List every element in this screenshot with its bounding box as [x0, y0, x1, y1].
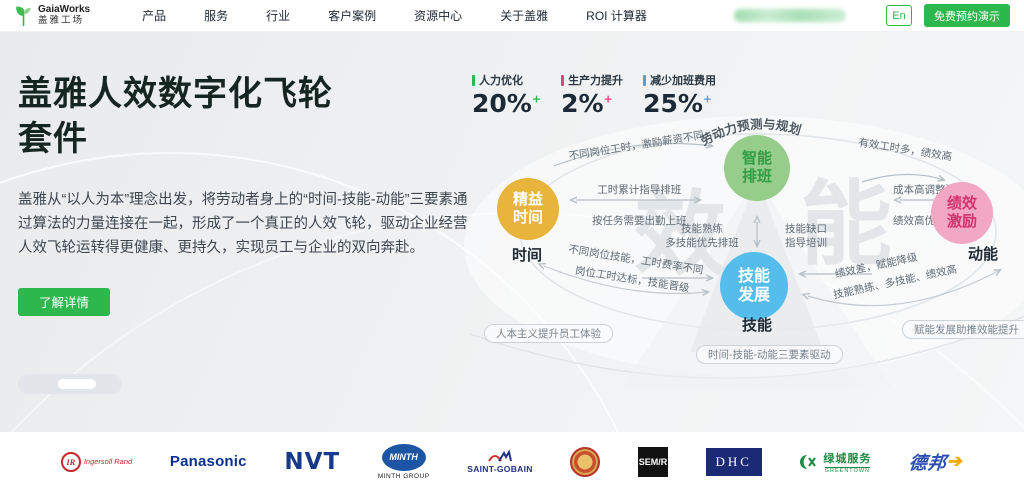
hero-description: 盖雅从“以人为本”理念出发，将劳动者身上的“时间-技能-动能”三要素通过算法的力…	[18, 191, 468, 256]
logo-panasonic: Panasonic	[169, 453, 247, 470]
customer-logo-strip: IR Ingersoll Rand Panasonic NVT MINTH MI…	[0, 432, 1024, 491]
stat-labor-optimization: 人力优化 20%+	[472, 74, 542, 118]
nav-item-roi-calculator[interactable]: ROI 计算器	[586, 9, 647, 23]
edge-label-group: 绩效差，赋能降级 技能熟练、多技能、绩效高	[832, 251, 959, 302]
logo-nvt: NVT	[284, 448, 341, 475]
logo-saint-gobain: SAINT-GOBAIN	[467, 449, 532, 474]
brand-name-en: GaiaWorks	[38, 4, 91, 16]
brand-name-cn: 盖雅工场	[38, 14, 85, 26]
nav-item-services[interactable]: 服务	[204, 9, 229, 23]
node-lean-time: 精益时间	[497, 178, 559, 240]
axis-label-skill: 技能	[742, 317, 773, 334]
logo-greentown: 绿城服务 GREENTOWN	[799, 450, 871, 474]
node-skill-development: 技能发展	[720, 252, 788, 320]
stat-bar-icon	[561, 74, 565, 86]
edge-label: 有效工时多，绩效高	[857, 136, 953, 164]
logo-red-seal	[570, 446, 601, 477]
node-smart-scheduling: 智能排班	[724, 135, 790, 201]
node-performance-incentive: 绩效激励	[931, 182, 993, 244]
logo-dhc: DHC	[705, 447, 762, 476]
pill-three-elements: 时间-技能-动能三要素驱动	[696, 345, 843, 364]
edge-label-group: 技能熟练 多技能优先排班	[665, 223, 739, 249]
hero-section: 盖雅人效数字化飞轮 套件 盖雅从“以人为本”理念出发，将劳动者身上的“时间-技能…	[0, 32, 1024, 432]
edge-label: 不同岗位工时，激励薪资不同	[567, 129, 705, 163]
carousel-active-segment	[58, 379, 96, 389]
pill-employee-experience: 人本主义提升员工体验	[484, 324, 613, 343]
stat-productivity: 生产力提升 2%+	[561, 74, 624, 118]
axis-label-drive: 动能	[968, 246, 999, 263]
kpi-stats: 人力优化 20%+ 生产力提升 2%+ 减少加班费用 25%+	[472, 72, 716, 118]
logo-deppon: 德邦 ➔	[907, 451, 965, 473]
nav-item-cases[interactable]: 客户案例	[328, 9, 377, 23]
brand-logo[interactable]: GaiaWorks 盖雅工场	[14, 4, 90, 27]
carousel-indicator[interactable]	[18, 374, 122, 394]
deppon-arrow-icon: ➔	[946, 451, 965, 471]
logo-minth: MINTH MINTH GROUP	[378, 443, 430, 480]
nav-item-about[interactable]: 关于盖雅	[500, 9, 549, 23]
arrow-smart-to-perf	[861, 173, 944, 183]
pill-empowerment: 赋能发展助推效能提升	[902, 320, 1024, 339]
language-toggle-button[interactable]: En	[886, 5, 912, 26]
axis-label-time: 时间	[512, 247, 543, 264]
saint-gobain-bridge-icon	[488, 449, 512, 462]
edge-label-group: 技能缺口 指导培训	[785, 223, 827, 249]
logo-semir: SEM/R	[638, 446, 669, 477]
greentown-crescent-icon	[800, 454, 817, 469]
top-nav: GaiaWorks 盖雅工场 产品 服务 行业 客户案例 资源中心 关于盖雅 R…	[0, 0, 1024, 32]
free-demo-button[interactable]: 免费预约演示	[924, 4, 1010, 27]
logo-ingersoll-rand: IR Ingersoll Rand	[60, 451, 132, 472]
stat-bar-icon	[472, 74, 475, 86]
learn-more-button[interactable]: 了解详情	[18, 287, 110, 316]
nav-item-industries[interactable]: 行业	[266, 9, 291, 23]
stat-overtime-cost: 减少加班费用 25%+	[643, 74, 717, 118]
nav-menu: 产品 服务 行业 客户案例 资源中心 关于盖雅 ROI 计算器	[142, 7, 647, 24]
nav-item-resources[interactable]: 资源中心	[414, 9, 463, 23]
nav-item-products[interactable]: 产品	[142, 9, 167, 23]
stat-bar-icon	[643, 74, 647, 86]
phone-number-redacted[interactable]	[734, 9, 846, 22]
page-title: 盖雅人效数字化飞轮 套件	[18, 74, 333, 159]
sprout-icon	[16, 6, 31, 26]
